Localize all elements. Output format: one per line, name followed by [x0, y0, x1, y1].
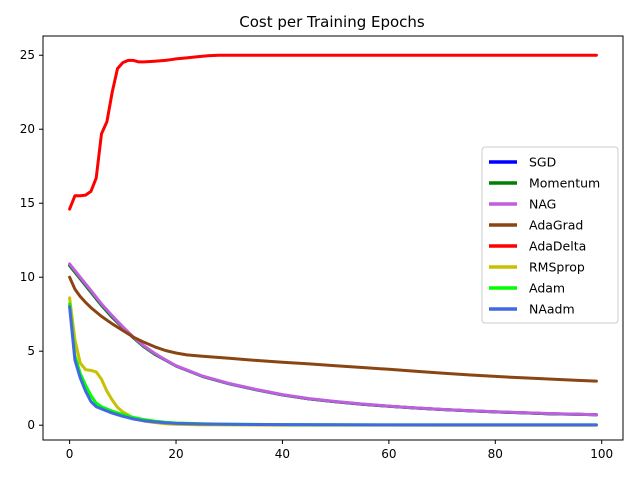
y-tick-label: 15 — [20, 196, 35, 210]
chart-title: Cost per Training Epochs — [239, 13, 425, 31]
y-tick-label: 25 — [20, 48, 35, 62]
series-line-nag — [68, 262, 598, 417]
x-axis: 0 20 40 60 80 100 — [66, 440, 613, 461]
legend-label-adadelta: AdaDelta — [529, 239, 586, 254]
legend-label-nag: NAG — [529, 197, 556, 212]
plot-lines — [68, 53, 598, 427]
legend-label-naadm: NAadm — [529, 302, 575, 317]
legend-label-adagrad: AdaGrad — [529, 218, 583, 233]
x-tick-label: 80 — [488, 447, 503, 461]
x-tick-label: 40 — [275, 447, 290, 461]
y-axis: 0 5 10 15 20 25 — [20, 48, 43, 432]
x-tick-label: 100 — [590, 447, 613, 461]
legend-box — [481, 146, 619, 324]
axes-frame — [42, 35, 624, 441]
x-tick-label: 0 — [66, 447, 74, 461]
legend-label-momentum: Momentum — [529, 176, 600, 191]
legend: SGD Momentum NAG AdaGrad AdaDelta RMSprop Adam… — [481, 146, 619, 324]
series-line-adagrad — [68, 275, 598, 383]
y-tick-label: 5 — [27, 344, 35, 358]
y-tick-label: 20 — [20, 122, 35, 136]
y-tick-label: 0 — [27, 418, 35, 432]
legend-label-rmsprop: RMSprop — [529, 260, 585, 275]
x-tick-label: 20 — [168, 447, 183, 461]
y-tick-label: 10 — [20, 270, 35, 284]
series-line-naadm — [68, 305, 598, 427]
x-tick-label: 60 — [381, 447, 396, 461]
legend-label-sgd: SGD — [529, 155, 556, 170]
series-line-adadelta — [68, 53, 598, 211]
legend-label-adam: Adam — [529, 281, 565, 296]
